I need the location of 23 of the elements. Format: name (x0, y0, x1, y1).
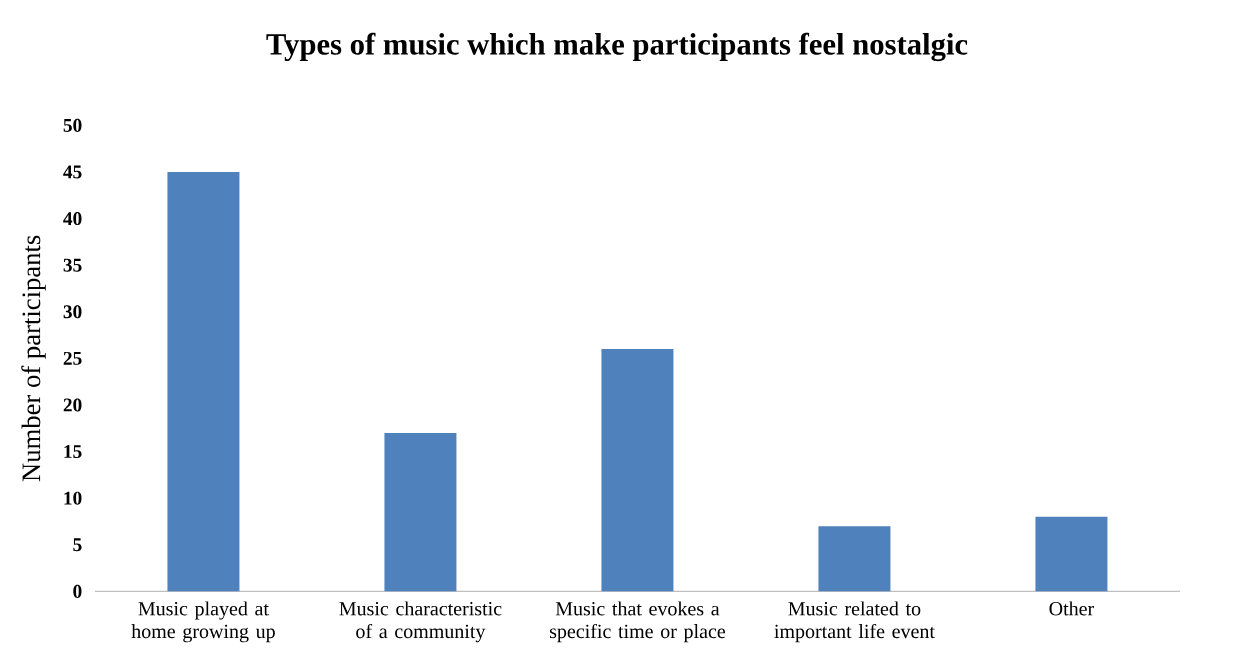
y-tick-label: 5 (73, 538, 82, 552)
bar (384, 432, 457, 592)
x-tick-label: Music played at home growing up (131, 601, 275, 643)
chart-title: Types of music which make participants feel nostalgic (266, 32, 968, 62)
y-tick-label: 35 (63, 258, 82, 272)
y-tick-label: 45 (63, 165, 82, 179)
y-tick-label: 50 (63, 118, 82, 132)
y-tick-label: 10 (64, 491, 82, 505)
bar (1035, 516, 1108, 592)
x-tick-label: Music characteristic of a community (339, 601, 502, 643)
x-tick-label: Music that evokes a specific time or place (549, 601, 726, 643)
y-tick-label: 40 (63, 212, 82, 226)
y-tick-label: 25 (63, 351, 82, 365)
y-tick-label: 15 (64, 445, 82, 459)
y-tick-label: 20 (63, 398, 82, 412)
bar (818, 526, 891, 592)
bar (167, 171, 240, 592)
y-axis-title: Number of participants (21, 235, 46, 482)
x-tick-label: Music related to important life event (774, 601, 935, 643)
y-tick-label: 0 (73, 584, 82, 598)
bar (601, 349, 674, 592)
x-tick-label: Other (1049, 601, 1095, 616)
y-tick-label: 30 (63, 305, 82, 319)
